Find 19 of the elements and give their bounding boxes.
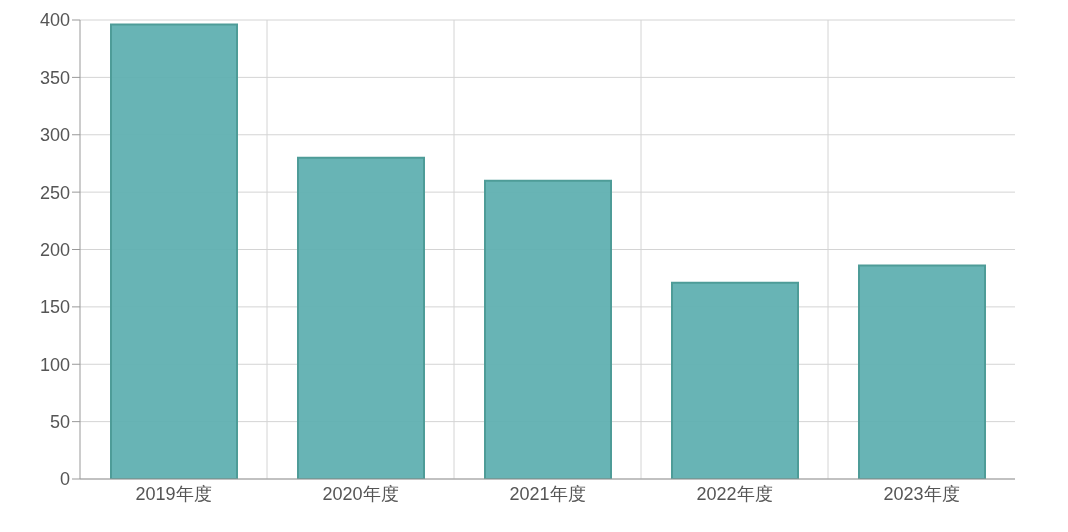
y-tick-label: 350 <box>39 67 70 88</box>
y-tick-label: 0 <box>59 469 70 490</box>
bar <box>297 156 425 479</box>
y-tick-label: 200 <box>39 239 70 260</box>
bar <box>110 23 238 479</box>
y-tick-label: 150 <box>39 297 70 318</box>
y-tick-label: 50 <box>49 412 70 433</box>
bar <box>484 179 612 479</box>
x-tick-label: 2020年度 <box>322 483 399 504</box>
bar <box>858 264 986 479</box>
y-tick-label: 250 <box>39 182 70 203</box>
bar <box>671 281 799 479</box>
x-tick-label: 2023年度 <box>883 483 960 504</box>
y-tick-label: 300 <box>39 125 70 146</box>
y-tick-label: 400 <box>39 10 70 31</box>
y-tick-label: 100 <box>39 354 70 375</box>
x-tick-label: 2022年度 <box>696 483 773 504</box>
x-tick-label: 2019年度 <box>135 483 212 504</box>
x-tick-label: 2021年度 <box>509 483 586 504</box>
